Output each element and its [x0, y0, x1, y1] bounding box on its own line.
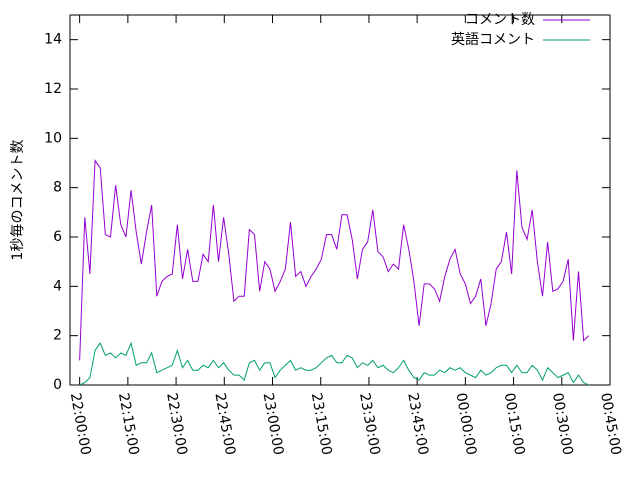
series-line [79, 341, 590, 386]
legend-label: コメント数 [465, 12, 535, 28]
y-tick-label: 2 [53, 328, 62, 344]
x-tick-label: 00:45:00 [597, 392, 624, 457]
y-tick-label: 8 [53, 180, 62, 196]
y-tick-label: 12 [44, 81, 62, 97]
y-tick-label: 4 [53, 278, 62, 294]
legend-label: 英語コメント [451, 31, 535, 48]
x-tick-label: 23:30:00 [356, 392, 383, 457]
x-tick-label: 23:00:00 [260, 392, 287, 457]
x-tick-label: 22:15:00 [115, 392, 142, 457]
x-tick-label: 00:15:00 [501, 392, 528, 457]
x-tick-label: 22:00:00 [67, 392, 94, 457]
series-line [79, 159, 590, 361]
x-tick-label: 00:30:00 [549, 392, 576, 457]
y-axis-label: 1秒毎のコメント数 [10, 140, 26, 261]
x-tick-label: 00:00:00 [452, 392, 479, 457]
x-tick-label: 23:15:00 [308, 392, 335, 457]
plot-frame [69, 14, 611, 386]
x-tick-label: 23:45:00 [404, 392, 431, 457]
x-tick-label: 22:45:00 [211, 392, 238, 457]
y-tick-label: 0 [53, 377, 62, 393]
y-tick-label: 6 [53, 229, 62, 245]
y-tick-label: 14 [44, 32, 62, 48]
y-tick-label: 10 [44, 130, 62, 146]
x-tick-label: 22:30:00 [163, 392, 190, 457]
